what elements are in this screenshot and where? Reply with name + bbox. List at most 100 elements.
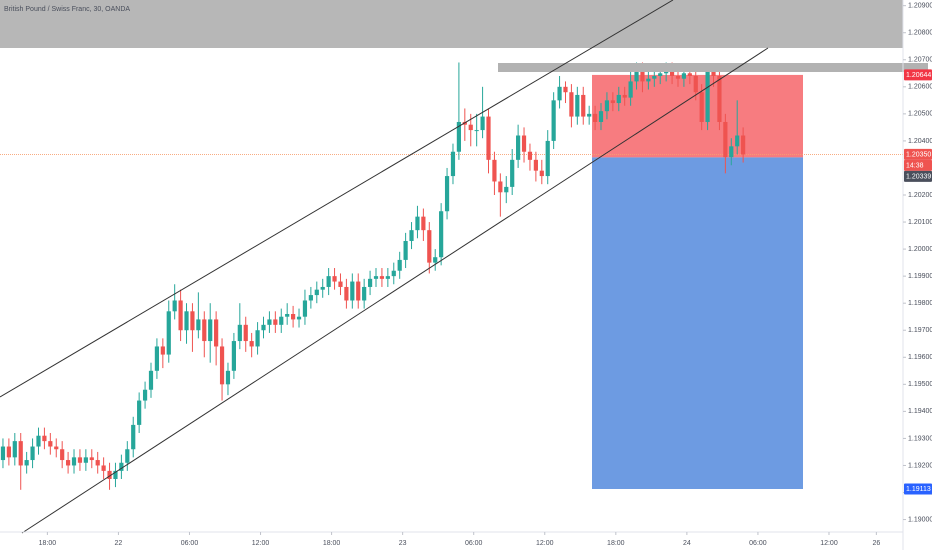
y-tick-label: 1.19000 — [908, 516, 932, 523]
candle-body — [214, 319, 219, 347]
candle-body — [516, 135, 521, 160]
candle-body — [0, 446, 6, 461]
candle-body — [468, 124, 473, 131]
candle-body — [527, 151, 533, 160]
candle-body — [693, 76, 698, 93]
y-tick-label: 1.19600 — [908, 354, 932, 361]
candle-body — [137, 400, 142, 425]
plot-area — [0, 62, 903, 490]
candle-body — [403, 240, 408, 260]
candle-body — [444, 176, 450, 212]
y-tick-label: 1.19500 — [908, 381, 932, 388]
y-tick-label: 1.20800 — [908, 30, 932, 37]
candle-body — [237, 324, 242, 342]
candle-body — [492, 159, 497, 182]
candle-body — [604, 100, 610, 112]
y-tick-label: 1.19400 — [908, 408, 932, 415]
y-tick-label: 1.19800 — [908, 300, 932, 307]
candle-body — [729, 146, 734, 158]
candle-body — [681, 73, 687, 79]
candle-body — [439, 211, 444, 258]
candle-body — [450, 151, 456, 177]
candle-body — [433, 257, 438, 263]
x-tick-label: 24 — [683, 540, 691, 547]
countdown-tag-bg — [904, 159, 932, 171]
candle-body — [113, 470, 118, 479]
candle-body — [575, 94, 580, 117]
candle-body — [397, 259, 402, 271]
chart-title: British Pound / Swiss Franc, 30, OANDA — [4, 6, 130, 13]
candle-body — [486, 116, 491, 160]
candle-body — [616, 94, 621, 104]
candle-body — [385, 276, 390, 279]
candle-body — [166, 311, 171, 355]
candle-body — [373, 276, 379, 279]
candle-body — [409, 230, 414, 241]
entry-price-tag-bg — [904, 170, 932, 182]
candle-body — [131, 424, 136, 450]
target-price-tag-label: 1.19113 — [906, 486, 931, 493]
candle-body — [622, 94, 627, 98]
candle-body — [427, 230, 432, 263]
x-tick-label: 18:00 — [39, 540, 57, 547]
x-tick-label: 22 — [115, 540, 123, 547]
candle-body — [196, 319, 201, 331]
candle-body — [101, 465, 106, 471]
last-price-tag-label: 1.20350 — [906, 151, 931, 158]
x-tick-label: 26 — [872, 540, 880, 547]
y-tick-label: 1.19300 — [908, 435, 932, 442]
candle-body — [30, 446, 35, 461]
candle-body — [320, 286, 325, 290]
candle-body — [391, 270, 396, 277]
resistance-zone — [0, 0, 903, 48]
candle-body — [285, 314, 290, 317]
candle-body — [24, 460, 29, 466]
y-tick-label: 1.20400 — [908, 138, 932, 145]
candle-body — [178, 300, 183, 331]
target-zone — [592, 157, 803, 489]
candle-body — [717, 76, 722, 122]
y-tick-label: 1.20100 — [908, 219, 932, 226]
candle-body — [65, 460, 71, 466]
candle-body — [504, 186, 509, 193]
candle-body — [563, 86, 568, 93]
candle-body — [231, 341, 236, 371]
candle-body — [581, 94, 586, 117]
candle-body — [510, 159, 515, 187]
candle-body — [350, 281, 355, 301]
candle-body — [54, 446, 59, 450]
x-tick-label: 06:00 — [465, 540, 483, 547]
candle-body — [48, 441, 53, 447]
candle-body — [273, 319, 278, 325]
candle-body — [533, 159, 538, 171]
candle-body — [60, 449, 65, 461]
candle-body — [421, 216, 426, 231]
candle-body — [95, 460, 100, 466]
x-tick-label: 18:00 — [323, 540, 341, 547]
x-tick-label: 23 — [399, 540, 407, 547]
y-tick-label: 1.20500 — [908, 111, 932, 118]
x-tick-label: 18:00 — [607, 540, 625, 547]
candle-body — [208, 319, 213, 342]
target-price-tag-bg — [904, 483, 932, 495]
candle-body — [314, 289, 319, 296]
candle-body — [172, 300, 177, 312]
candle-body — [634, 70, 639, 82]
entry-price-tag-label: 1.20339 — [906, 173, 931, 180]
last-price-tag: 1.20350 — [904, 148, 932, 160]
x-tick-label: 12:00 — [820, 540, 838, 547]
candle-body — [148, 370, 154, 390]
candle-body — [125, 449, 130, 463]
candle-body — [142, 389, 148, 401]
stop-price-tag-bg — [904, 69, 932, 81]
candle-body — [344, 286, 349, 301]
candle-body — [711, 70, 716, 76]
candle-body — [658, 73, 663, 76]
y-tick-label: 1.19900 — [908, 273, 932, 280]
candle-body — [291, 314, 296, 320]
candle-body — [77, 457, 83, 463]
stop-price-tag: 1.20644 — [904, 69, 932, 81]
candle-body — [598, 111, 604, 122]
candle-body — [569, 92, 574, 117]
